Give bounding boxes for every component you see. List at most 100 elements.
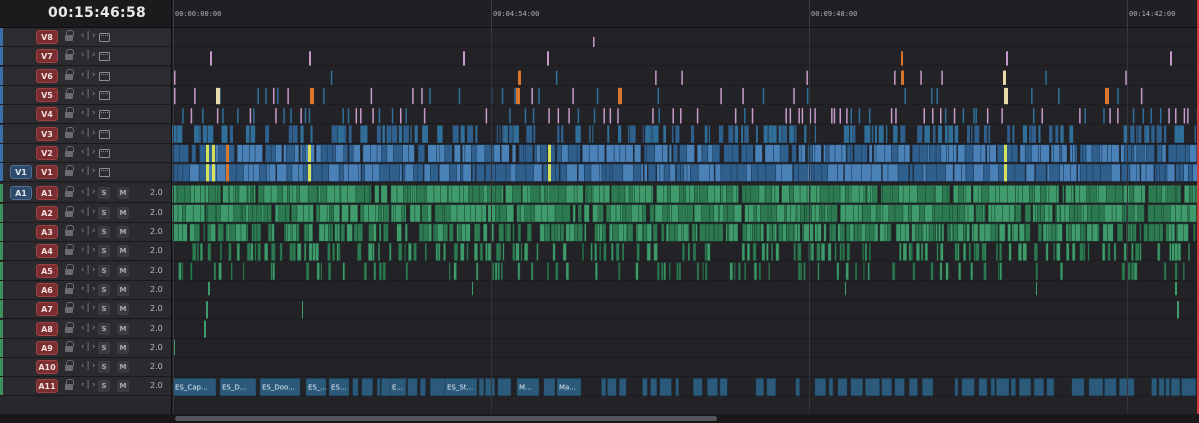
autoselect-icon[interactable]: ‹|› (80, 226, 97, 236)
track-label-v2[interactable]: V2 (36, 145, 58, 160)
lock-icon[interactable] (65, 126, 74, 138)
autoselect-icon[interactable]: ‹|› (80, 380, 97, 391)
autoselect-icon[interactable]: ‹|› (80, 322, 97, 333)
lock-icon[interactable] (65, 68, 74, 80)
lock-icon[interactable] (65, 302, 74, 314)
track-header-v5[interactable]: V5 ‹|› (0, 85, 171, 105)
track-label-a8[interactable]: A8 (36, 321, 58, 336)
track-header-v6[interactable]: V6 ‹|› (0, 66, 171, 86)
disable-track-icon[interactable] (99, 168, 110, 178)
lock-icon[interactable] (65, 225, 74, 236)
destination-badge-v1[interactable]: V1 (10, 165, 32, 180)
solo-button[interactable]: S (98, 303, 110, 316)
track-label-a11[interactable]: A11 (36, 379, 58, 394)
track-header-a5[interactable]: A5 ‹|› S M 2.0 (0, 261, 171, 281)
solo-button[interactable]: S (98, 226, 110, 238)
solo-button[interactable]: S (98, 283, 110, 296)
track-label-a2[interactable]: A2 (36, 205, 58, 220)
lock-icon[interactable] (65, 186, 74, 198)
mute-button[interactable]: M (117, 322, 129, 335)
solo-button[interactable]: S (98, 245, 110, 258)
solo-button[interactable]: S (98, 341, 110, 354)
lock-icon[interactable] (65, 263, 74, 275)
track-header-v3[interactable]: V3 ‹|› (0, 124, 171, 144)
autoselect-icon[interactable]: ‹|› (80, 108, 97, 119)
solo-button[interactable]: S (98, 206, 110, 219)
disable-track-icon[interactable] (99, 129, 110, 139)
autoselect-icon[interactable]: ‹|› (80, 187, 97, 198)
track-header-a7[interactable]: A7 ‹|› S M 2.0 (0, 300, 171, 320)
mute-button[interactable]: M (117, 245, 129, 258)
lock-icon[interactable] (65, 360, 74, 372)
track-header-v8[interactable]: V8 ‹|› (0, 28, 171, 47)
lock-icon[interactable] (65, 205, 74, 217)
mute-button[interactable]: M (117, 187, 129, 200)
autoselect-icon[interactable]: ‹|› (80, 303, 97, 314)
mute-button[interactable]: M (117, 380, 129, 393)
playhead[interactable] (1197, 0, 1199, 414)
mute-button[interactable]: M (117, 303, 129, 316)
track-label-v5[interactable]: V5 (36, 87, 58, 102)
lock-icon[interactable] (65, 379, 74, 391)
track-header-v4[interactable]: V4 ‹|› (0, 105, 171, 125)
lock-icon[interactable] (65, 30, 74, 41)
disable-track-icon[interactable] (99, 110, 110, 120)
track-header-a11[interactable]: A11 ‹|› S M 2.0 (0, 377, 171, 397)
destination-badge-a1[interactable]: A1 (10, 186, 32, 201)
autoselect-icon[interactable]: ‹|› (80, 206, 97, 217)
lock-icon[interactable] (65, 87, 74, 99)
disable-track-icon[interactable] (99, 90, 110, 100)
disable-track-icon[interactable] (99, 71, 110, 81)
track-label-a6[interactable]: A6 (36, 282, 58, 297)
mute-button[interactable]: M (117, 341, 129, 354)
autoselect-icon[interactable]: ‹|› (80, 361, 97, 372)
autoselect-icon[interactable]: ‹|› (80, 146, 97, 157)
track-header-v1[interactable]: V1 V1 ‹|› (0, 163, 171, 183)
track-label-a3[interactable]: A3 (36, 225, 58, 239)
track-label-a5[interactable]: A5 (36, 263, 58, 278)
autoselect-icon[interactable]: ‹|› (80, 245, 97, 256)
timeline-ruler[interactable]: 00:00:00:00 00:04:54:00 00:09:48:00 00:14:4… (172, 0, 1199, 28)
current-timecode[interactable]: 00:15:46:58 (48, 5, 147, 21)
autoselect-icon[interactable]: ‹|› (80, 166, 97, 177)
mute-button[interactable]: M (117, 226, 129, 238)
autoselect-icon[interactable]: ‹|› (80, 31, 97, 41)
track-label-a10[interactable]: A10 (36, 360, 58, 375)
lock-icon[interactable] (65, 165, 74, 177)
track-label-v8[interactable]: V8 (36, 30, 58, 44)
track-header-a9[interactable]: A9 ‹|› S M 2.0 (0, 338, 171, 358)
lock-icon[interactable] (65, 340, 74, 352)
autoselect-icon[interactable]: ‹|› (80, 69, 97, 80)
track-label-a7[interactable]: A7 (36, 302, 58, 317)
track-header-a8[interactable]: A8 ‹|› S M 2.0 (0, 319, 171, 339)
track-header-a4[interactable]: A4 ‹|› S M 2.0 (0, 242, 171, 262)
autoselect-icon[interactable]: ‹|› (80, 88, 97, 99)
mute-button[interactable]: M (117, 283, 129, 296)
lock-icon[interactable] (65, 49, 74, 61)
track-label-v1[interactable]: V1 (36, 165, 58, 180)
track-label-a4[interactable]: A4 (36, 244, 58, 259)
solo-button[interactable]: S (98, 361, 110, 374)
autoselect-icon[interactable]: ‹|› (80, 341, 97, 352)
track-header-a1[interactable]: A1 A1 ‹|› S M 2.0 (0, 184, 171, 204)
track-header-v7[interactable]: V7 ‹|› (0, 47, 171, 67)
track-label-a9[interactable]: A9 (36, 340, 58, 355)
track-header-a6[interactable]: A6 ‹|› S M 2.0 (0, 280, 171, 300)
autoselect-icon[interactable]: ‹|› (80, 50, 97, 61)
disable-track-icon[interactable] (99, 52, 110, 62)
track-label-v6[interactable]: V6 (36, 68, 58, 83)
autoselect-icon[interactable]: ‹|› (80, 283, 97, 294)
mute-button[interactable]: M (117, 264, 129, 277)
track-header-a3[interactable]: A3 ‹|› S M 2.0 (0, 223, 171, 242)
track-label-v4[interactable]: V4 (36, 107, 58, 122)
solo-button[interactable]: S (98, 264, 110, 277)
lock-icon[interactable] (65, 321, 74, 333)
track-label-v3[interactable]: V3 (36, 126, 58, 141)
track-header-v2[interactable]: V2 ‹|› (0, 143, 171, 163)
track-header-a2[interactable]: A2 ‹|› S M 2.0 (0, 203, 171, 223)
track-label-v7[interactable]: V7 (36, 49, 58, 64)
mute-button[interactable]: M (117, 206, 129, 219)
lock-icon[interactable] (65, 145, 74, 157)
solo-button[interactable]: S (98, 380, 110, 393)
disable-track-icon[interactable] (99, 148, 110, 158)
